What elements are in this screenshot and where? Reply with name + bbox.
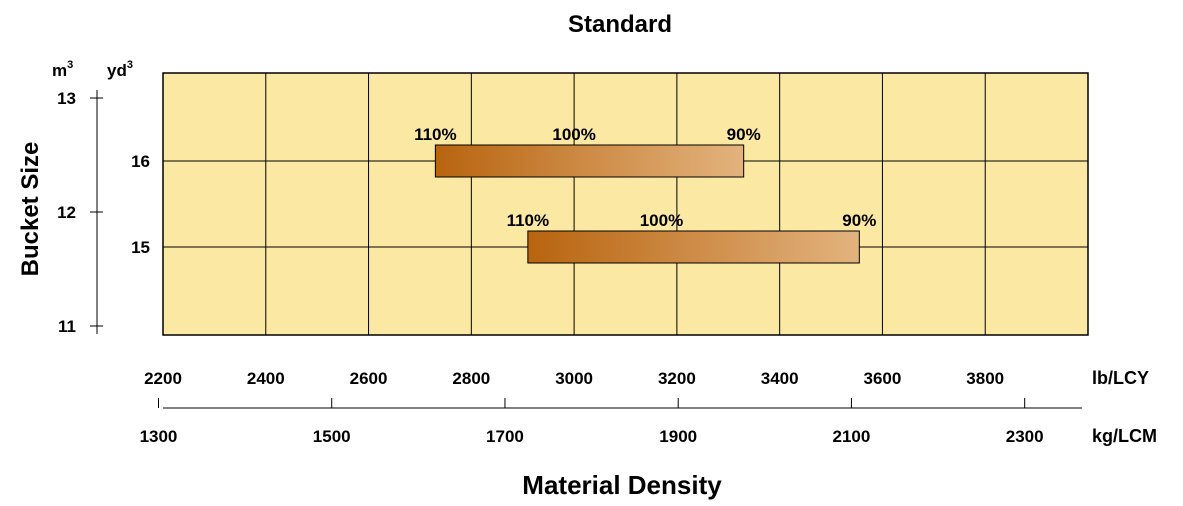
x-axis-kg-lcm-tick-label: 1900: [659, 427, 697, 446]
fill-factor-label: 90%: [842, 211, 876, 230]
y-axis-yd3-label: 15: [131, 238, 150, 257]
chart-title: Standard: [568, 11, 672, 38]
x-axis-lb-lcy-tick-label: 2400: [247, 369, 285, 388]
x-axis-lb-lcy-tick-label: 3400: [761, 369, 799, 388]
density-range-bar: [434, 144, 745, 178]
plot-background: [162, 72, 1089, 336]
x-axis-lb-lcy-tick-label: 2600: [350, 369, 388, 388]
y-unit-m3-base: m: [52, 61, 67, 80]
y-axis-m3: 11 12 13: [57, 89, 103, 336]
fill-factor-label: 110%: [507, 211, 550, 230]
y-axis-title: Bucket Size: [17, 142, 44, 277]
fill-factor-label: 110%: [414, 125, 457, 144]
x-axis-lb-lcy: 2200 2400 2600 2800 3000 3200 3400 3600 3800: [144, 369, 1004, 388]
x-axis-kg-lcm-tick-label: 2300: [1006, 427, 1044, 446]
x-axis-kg-lcm-tick-label: 2100: [833, 427, 871, 446]
y-unit-m3: m3: [52, 59, 73, 80]
y-axis-yd3-label: 16: [131, 152, 150, 171]
x-axis-kg-lcm: 1300 1500 1700 1900 2100 2300: [140, 398, 1082, 446]
x-axis-lb-lcy-tick-label: 3200: [658, 369, 696, 388]
y-unit-m3-sup: 3: [67, 59, 73, 71]
fill-factor-label: 100%: [640, 211, 683, 230]
x-unit-lb-lcy: lb/LCY: [1092, 368, 1149, 388]
fill-factor-label: 100%: [552, 125, 595, 144]
y-axis-m3-tick-label: 12: [57, 203, 76, 222]
x-axis-kg-lcm-tick-label: 1700: [486, 427, 524, 446]
x-axis-lb-lcy-tick-label: 3800: [966, 369, 1004, 388]
y-axis-m3-tick-label: 13: [57, 89, 76, 108]
y-unit-yd3-base: yd: [107, 61, 127, 80]
x-axis-lb-lcy-tick-label: 3000: [555, 369, 593, 388]
x-unit-kg-lcm: kg/LCM: [1092, 426, 1157, 446]
bars-group: 110% 100% 90% 110% 100% 90%: [414, 125, 876, 264]
x-axis-lb-lcy-tick-label: 2200: [144, 369, 182, 388]
plot-area: [162, 72, 1089, 336]
x-axis-kg-lcm-tick-label: 1500: [313, 427, 351, 446]
x-axis-kg-lcm-tick-label: 1300: [140, 427, 178, 446]
y-axis-m3-tick-label: 11: [58, 317, 76, 336]
x-axis-lb-lcy-tick-label: 2800: [452, 369, 490, 388]
fill-factor-label: 90%: [727, 125, 761, 144]
density-range-bar: [527, 230, 860, 264]
x-axis-title: Material Density: [522, 470, 722, 500]
y-unit-yd3-sup: 3: [127, 59, 133, 71]
x-axis-lb-lcy-tick-label: 3600: [864, 369, 902, 388]
y-unit-yd3: yd3: [107, 59, 133, 80]
